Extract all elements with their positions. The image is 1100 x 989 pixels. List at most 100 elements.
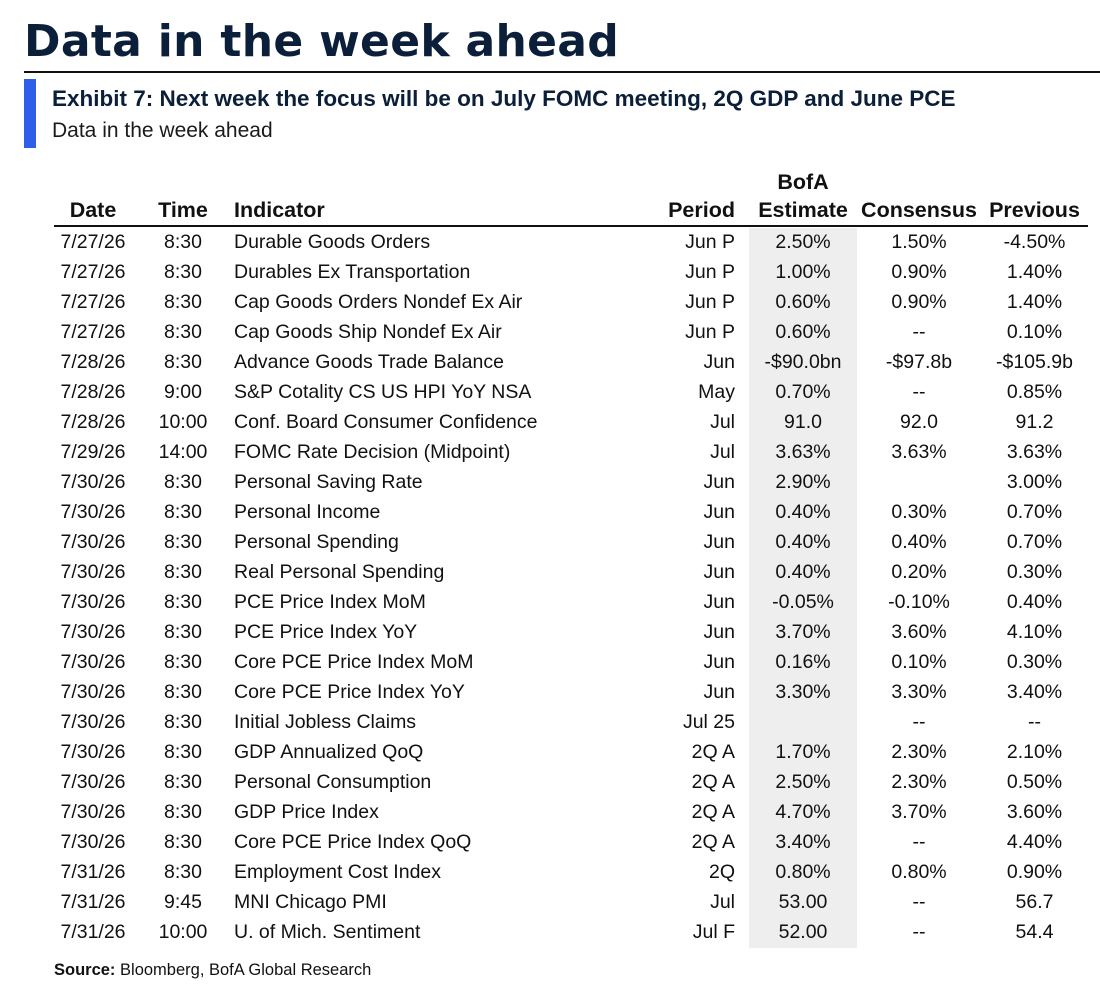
cell-estimate: 0.40% — [775, 501, 831, 523]
cell-date: 7/30/26 — [60, 801, 126, 823]
cell-estimate: 91.0 — [784, 411, 822, 433]
cell-indicator: PCE Price Index MoM — [234, 591, 426, 613]
cell-period: Jul — [710, 441, 735, 463]
cell-time: 8:30 — [164, 861, 202, 883]
table-row: 7/30/26 8:30 GDP Price Index 2Q A 4.70% 3.70%… — [54, 797, 1088, 827]
cell-period: Jun — [703, 471, 735, 493]
cell-estimate: 52.00 — [778, 921, 828, 943]
cell-period: Jun — [703, 681, 735, 703]
cell-previous: 56.7 — [1015, 891, 1054, 913]
cell-estimate: 0.80% — [775, 861, 831, 883]
cell-previous: 0.70% — [1006, 501, 1063, 523]
cell-period: May — [698, 381, 735, 403]
cell-consensus: -- — [912, 711, 926, 733]
cell-consensus: -- — [912, 921, 926, 943]
cell-estimate: 3.70% — [775, 621, 831, 643]
cell-period: 2Q — [708, 861, 735, 883]
cell-indicator: Durable Goods Orders — [234, 231, 431, 253]
table-row: 7/31/26 9:45 MNI Chicago PMI Jul 53.00 -- 56.7 — [54, 887, 1088, 917]
cell-date: 7/30/26 — [60, 681, 126, 703]
cell-indicator: Advance Goods Trade Balance — [234, 351, 504, 373]
cell-time: 8:30 — [164, 231, 202, 253]
cell-indicator: Core PCE Price Index QoQ — [234, 831, 472, 853]
column-header-time: Time — [132, 163, 234, 227]
table-row: 7/30/26 8:30 Personal Saving Rate Jun 2.90% 3… — [54, 467, 1088, 497]
title-divider — [24, 71, 1100, 73]
cell-indicator: GDP Price Index — [234, 801, 379, 823]
cell-consensus: 3.30% — [891, 681, 947, 703]
cell-time: 8:30 — [164, 651, 202, 673]
cell-previous: 0.50% — [1006, 771, 1063, 793]
cell-consensus: -- — [912, 831, 926, 853]
cell-consensus: 0.90% — [891, 291, 947, 313]
cell-previous: 0.40% — [1006, 591, 1063, 613]
cell-consensus: -- — [912, 381, 926, 403]
cell-estimate: 53.00 — [778, 891, 828, 913]
cell-period: Jun P — [685, 321, 735, 343]
cell-period: Jun — [703, 651, 735, 673]
source-label: Source: — [54, 961, 116, 979]
table-row: 7/30/26 8:30 Core PCE Price Index YoY Jun 3.… — [54, 677, 1088, 707]
cell-estimate: 1.70% — [775, 741, 831, 763]
cell-estimate: 0.60% — [775, 291, 831, 313]
cell-previous: -- — [1028, 711, 1041, 733]
cell-period: Jun P — [685, 261, 735, 283]
cell-indicator: GDP Annualized QoQ — [234, 741, 424, 763]
cell-indicator: FOMC Rate Decision (Midpoint) — [234, 441, 511, 463]
cell-time: 8:30 — [164, 621, 202, 643]
cell-consensus: 3.60% — [891, 621, 947, 643]
cell-time: 8:30 — [164, 741, 202, 763]
table-row: 7/30/26 8:30 Personal Consumption 2Q A 2.50%… — [54, 767, 1088, 797]
page-title: Data in the week ahead — [24, 16, 620, 67]
cell-date: 7/30/26 — [60, 591, 126, 613]
table-row: 7/30/26 8:30 Initial Jobless Claims Jul 25 -… — [54, 707, 1088, 737]
cell-previous: 0.10% — [1006, 321, 1063, 343]
cell-previous: 0.90% — [1006, 861, 1063, 883]
table-row: 7/28/26 10:00 Conf. Board Consumer Confide… — [54, 407, 1088, 437]
cell-period: 2Q A — [691, 771, 735, 793]
source-note: Source: Bloomberg, BofA Global Research — [54, 959, 371, 981]
cell-time: 10:00 — [158, 411, 208, 433]
cell-estimate: 0.40% — [775, 531, 831, 553]
cell-period: Jul — [710, 891, 735, 913]
cell-estimate: 2.50% — [775, 231, 831, 253]
cell-indicator: PCE Price Index YoY — [234, 621, 418, 643]
column-header-estimate-line2: Estimate — [758, 198, 848, 222]
cell-period: Jun — [703, 531, 735, 553]
cell-estimate: 0.70% — [775, 381, 831, 403]
column-header-estimate: BofA Estimate — [749, 163, 857, 227]
column-header-consensus: Consensus — [857, 163, 981, 227]
cell-previous: 3.60% — [1006, 801, 1063, 823]
cell-estimate: 1.00% — [775, 261, 831, 283]
cell-indicator: Personal Spending — [234, 531, 399, 553]
cell-indicator: Personal Saving Rate — [234, 471, 423, 493]
cell-indicator: Personal Income — [234, 501, 381, 523]
cell-period: Jun — [703, 561, 735, 583]
cell-date: 7/31/26 — [60, 861, 126, 883]
cell-period: 2Q A — [691, 831, 735, 853]
cell-date: 7/27/26 — [60, 321, 126, 343]
cell-date: 7/27/26 — [60, 231, 126, 253]
cell-estimate: 0.40% — [775, 561, 831, 583]
cell-consensus: -- — [912, 891, 926, 913]
cell-consensus: -$97.8b — [885, 351, 953, 373]
exhibit-subtitle: Data in the week ahead — [52, 119, 273, 142]
table-row: 7/30/26 8:30 PCE Price Index YoY Jun 3.70% 3.… — [54, 617, 1088, 647]
table-row: 7/30/26 8:30 GDP Annualized QoQ 2Q A 1.70% 2.… — [54, 737, 1088, 767]
cell-estimate: 2.50% — [775, 771, 831, 793]
cell-time: 8:30 — [164, 471, 202, 493]
cell-consensus: 2.30% — [891, 741, 947, 763]
table-body: 7/27/26 8:30 Durable Goods Orders Jun P 2.50… — [54, 226, 1088, 947]
cell-period: Jun — [703, 621, 735, 643]
cell-estimate: -0.05% — [772, 591, 834, 613]
cell-indicator: Initial Jobless Claims — [234, 711, 417, 733]
cell-consensus: 0.90% — [891, 261, 947, 283]
cell-consensus: 0.80% — [891, 861, 947, 883]
cell-consensus: 0.10% — [891, 651, 947, 673]
cell-consensus: 0.30% — [891, 501, 947, 523]
cell-date: 7/31/26 — [60, 891, 126, 913]
cell-period: Jun — [703, 591, 735, 613]
cell-date: 7/30/26 — [60, 471, 126, 493]
cell-date: 7/30/26 — [60, 831, 126, 853]
calendar-table: Date Time Indicator Period BofA Estimate … — [54, 163, 1088, 947]
